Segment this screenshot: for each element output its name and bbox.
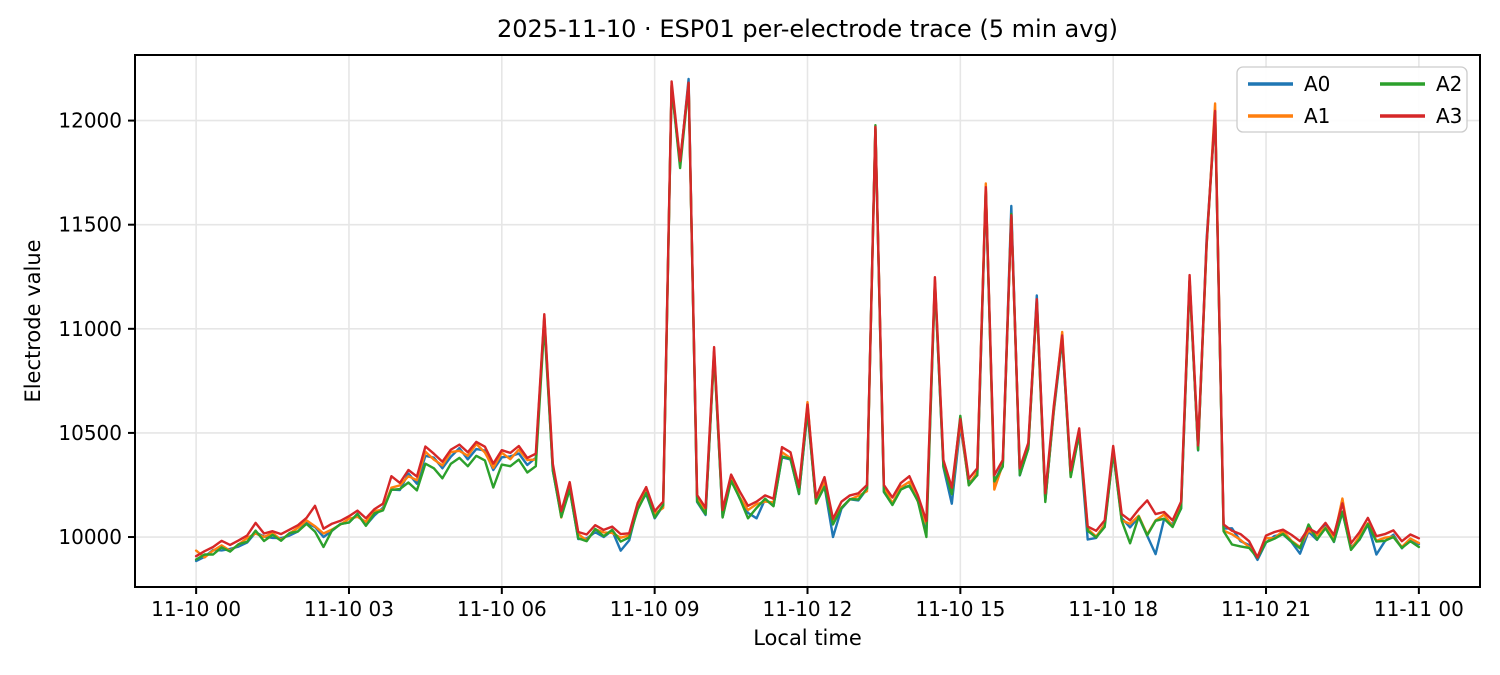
- grid: [135, 55, 1480, 587]
- legend-label: A0: [1304, 72, 1330, 96]
- y-tick-label: 10000: [58, 525, 122, 549]
- chart-title: 2025-11-10 · ESP01 per-electrode trace (…: [496, 15, 1119, 43]
- tick-marks: 11-10 00 11-10 03 11-10 06 11-10 09 11-10 12…: [58, 109, 1463, 621]
- x-tick-label: 11-10 15: [915, 597, 1005, 621]
- legend-label: A1: [1304, 104, 1330, 128]
- x-tick-label: 11-10 18: [1068, 597, 1158, 621]
- x-tick-label: 11-10 06: [457, 597, 547, 621]
- x-tick-label: 11-10 00: [151, 597, 241, 621]
- legend-entry-A3: A3: [1380, 104, 1462, 128]
- y-tick-label: 11000: [58, 317, 122, 341]
- legend-entry-A1: A1: [1248, 104, 1330, 128]
- x-tick-label: 11-10 03: [304, 597, 394, 621]
- x-tick-label: 11-10 09: [610, 597, 700, 621]
- legend-entry-A0: A0: [1248, 72, 1330, 96]
- x-tick-label: 11-11 00: [1374, 597, 1464, 621]
- y-tick-label: 11500: [58, 213, 122, 237]
- legend-box: [1236, 66, 1468, 133]
- legend-label: A3: [1436, 104, 1462, 128]
- series-line-A3: [194, 80, 1421, 559]
- x-axis-label: Local time: [753, 626, 862, 650]
- y-axis-label: Electrode value: [21, 239, 45, 403]
- y-tick-label: 12000: [58, 109, 122, 133]
- legend-entry-A2: A2: [1380, 72, 1462, 96]
- series-line-A1: [194, 82, 1421, 559]
- legend: A0 A1 A2 A3: [1236, 66, 1468, 133]
- x-tick-label: 11-10 21: [1221, 597, 1311, 621]
- x-tick-label: 11-10 12: [763, 597, 853, 621]
- series-lines: [194, 77, 1421, 563]
- legend-label: A2: [1436, 72, 1462, 96]
- y-tick-label: 10500: [58, 421, 122, 445]
